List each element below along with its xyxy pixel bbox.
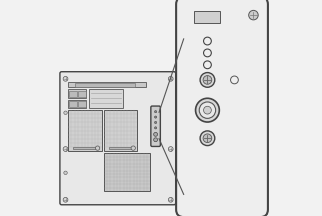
FancyBboxPatch shape bbox=[151, 106, 160, 146]
Circle shape bbox=[155, 116, 157, 118]
Circle shape bbox=[200, 73, 215, 87]
Circle shape bbox=[231, 76, 238, 84]
Circle shape bbox=[131, 146, 135, 150]
Circle shape bbox=[195, 98, 219, 122]
Circle shape bbox=[154, 138, 157, 142]
Bar bbox=[68, 110, 102, 151]
Circle shape bbox=[64, 171, 67, 175]
Bar bbox=[78, 101, 86, 107]
FancyBboxPatch shape bbox=[60, 72, 176, 205]
Bar bbox=[68, 89, 87, 98]
Circle shape bbox=[200, 131, 215, 146]
Bar bbox=[69, 101, 78, 107]
Circle shape bbox=[155, 127, 157, 129]
Bar bbox=[104, 153, 150, 191]
Circle shape bbox=[204, 106, 211, 114]
Circle shape bbox=[199, 102, 216, 118]
Bar bbox=[104, 110, 137, 151]
Bar bbox=[78, 91, 86, 97]
Circle shape bbox=[63, 147, 68, 151]
Bar bbox=[69, 91, 78, 97]
Bar bbox=[89, 89, 123, 108]
Circle shape bbox=[203, 134, 212, 143]
Circle shape bbox=[168, 76, 173, 81]
Bar bbox=[73, 147, 97, 149]
Circle shape bbox=[63, 197, 68, 202]
Circle shape bbox=[204, 49, 211, 57]
Bar bbox=[68, 100, 87, 108]
Circle shape bbox=[155, 121, 157, 124]
Circle shape bbox=[204, 37, 211, 45]
Circle shape bbox=[204, 61, 211, 69]
Circle shape bbox=[63, 76, 68, 81]
Circle shape bbox=[155, 111, 157, 113]
Circle shape bbox=[64, 111, 67, 114]
Circle shape bbox=[95, 146, 100, 150]
Bar bbox=[109, 147, 132, 149]
Circle shape bbox=[203, 76, 212, 84]
Bar bbox=[68, 82, 146, 87]
Circle shape bbox=[249, 10, 258, 20]
FancyBboxPatch shape bbox=[176, 0, 268, 216]
Circle shape bbox=[168, 197, 173, 202]
Bar bbox=[75, 83, 135, 87]
Bar bbox=[194, 11, 220, 23]
Circle shape bbox=[168, 147, 173, 151]
Circle shape bbox=[154, 132, 157, 136]
